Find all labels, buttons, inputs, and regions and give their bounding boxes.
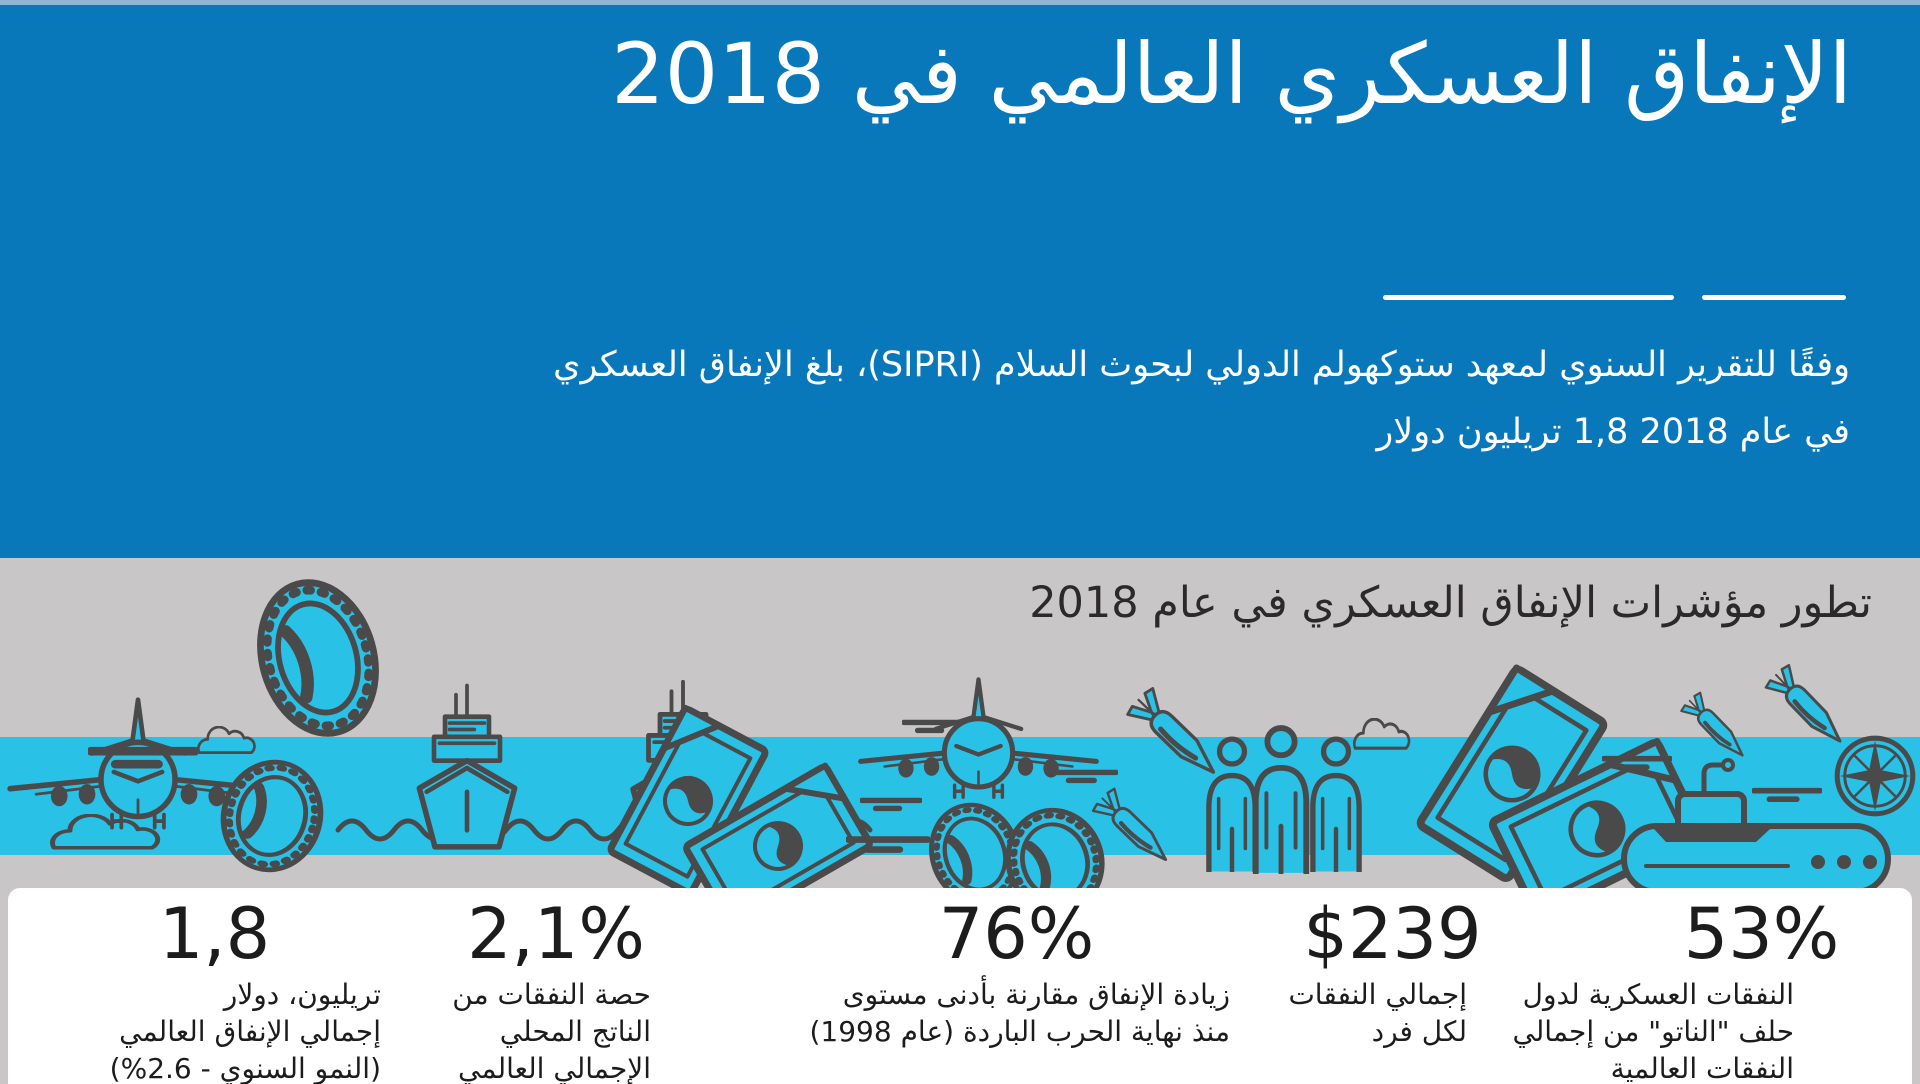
stat-description: النفقات العسكرية لدول حلف "الناتو" من إج…: [1512, 977, 1794, 1084]
stat-nato-share: 53% النفقات العسكرية لدول حلف "الناتو" م…: [1512, 897, 1912, 1084]
speed-lines-icon: [1052, 768, 1118, 784]
stat-value: $239: [1303, 893, 1482, 975]
stat-cold-war-increase: 76% زيادة الإنفاق مقارنة بأدنى مستوى منذ…: [787, 897, 1230, 1084]
intro-line-2: في عام 2018 1,8 تريليون دولار: [1376, 412, 1850, 452]
intro-line-1: وفقًا للتقرير السنوي لمعهد ستوكهولم الدو…: [553, 345, 1850, 385]
speed-lines-icon: [846, 834, 930, 854]
stat-value: 53%: [1683, 893, 1840, 975]
stat-total-spending: 1,8 تريليون، دولار إجمالي الإنفاق العالم…: [8, 897, 385, 1084]
stat-description: حصة النفقات من الناتج المحلي الإجمالي ال…: [452, 977, 651, 1084]
nato-compass-icon: [1833, 734, 1917, 818]
stat-gdp-share: 2,1% حصة النفقات من الناتج المحلي الإجما…: [385, 897, 787, 1084]
speed-lines-icon: [860, 796, 922, 812]
stat-value: 76%: [938, 893, 1095, 975]
stat-value: 1,8: [158, 893, 271, 975]
stats-panel: 53% النفقات العسكرية لدول حلف "الناتو" م…: [8, 888, 1912, 1084]
header: الإنفاق العسكري العالمي في 2018 وفقًا لل…: [0, 0, 1920, 558]
indicators-heading: تطور مؤشرات الإنفاق العسكري في عام 2018: [1029, 578, 1872, 628]
stat-description: إجمالي النفقات لكل فرد: [1288, 977, 1467, 1048]
intro-paragraph: وفقًا للتقرير السنوي لمعهد ستوكهولم الدو…: [70, 332, 1850, 466]
speed-lines-icon: [88, 744, 198, 770]
stat-description: تريليون، دولار إجمالي الإنفاق العالمي (ا…: [109, 977, 381, 1084]
divider-dash-long: [1383, 295, 1674, 300]
divider-dash-short: [1702, 295, 1846, 300]
stats-row: 53% النفقات العسكرية لدول حلف "الناتو" م…: [8, 888, 1912, 1084]
speed-lines-icon: [902, 718, 964, 734]
stat-value: 2,1%: [467, 893, 645, 975]
soldiers-icon: [1200, 724, 1370, 878]
illustration-band: تطور مؤشرات الإنفاق العسكري في عام 2018: [0, 558, 1920, 1084]
header-top-strip: [0, 0, 1920, 5]
stat-per-capita: $239 إجمالي النفقات لكل فرد: [1206, 893, 1579, 1084]
cloud-icon: [48, 814, 198, 852]
speed-lines-icon: [1602, 754, 1672, 771]
speed-lines-icon: [1752, 786, 1822, 803]
stat-description: زيادة الإنفاق مقارنة بأدنى مستوى منذ نها…: [809, 977, 1230, 1048]
page-title: الإنفاق العسكري العالمي في 2018: [611, 25, 1852, 123]
